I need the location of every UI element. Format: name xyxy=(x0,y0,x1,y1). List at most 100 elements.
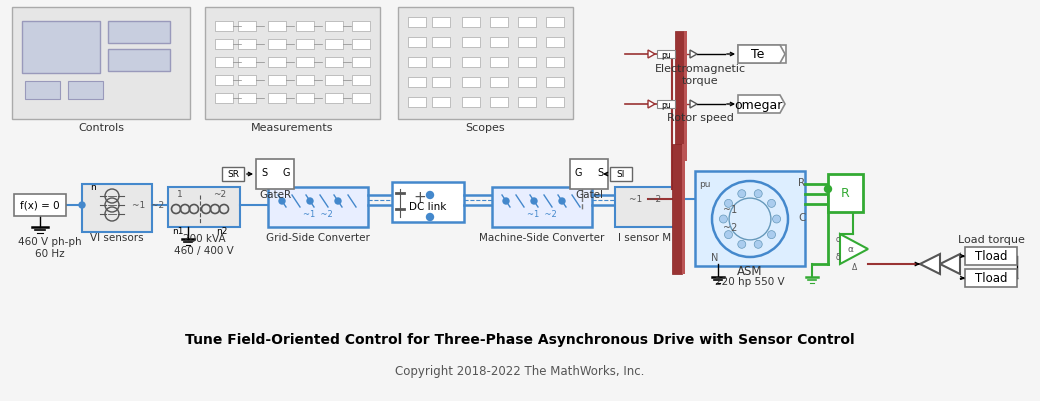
Text: ~1: ~1 xyxy=(723,205,737,215)
Bar xyxy=(324,76,343,86)
Text: Tune Field-Oriented Control for Three-Phase Asynchronous Drive with Sensor Contr: Tune Field-Oriented Control for Three-Ph… xyxy=(185,332,855,346)
Text: Electromagnetic
torque: Electromagnetic torque xyxy=(654,64,746,85)
Text: I sensor M: I sensor M xyxy=(619,233,672,242)
Bar xyxy=(432,58,450,68)
Text: ~2: ~2 xyxy=(213,190,227,199)
Bar xyxy=(462,98,480,108)
Polygon shape xyxy=(648,101,655,109)
Text: Δ: Δ xyxy=(853,263,858,272)
Bar xyxy=(675,32,684,162)
Bar xyxy=(14,194,66,217)
Bar xyxy=(490,38,508,48)
Bar xyxy=(965,269,1017,287)
Bar xyxy=(462,58,480,68)
Bar xyxy=(324,58,343,68)
Text: VI sensors: VI sensors xyxy=(90,233,144,242)
Bar xyxy=(296,40,314,50)
Circle shape xyxy=(768,200,776,208)
Polygon shape xyxy=(738,96,785,114)
Text: Tload: Tload xyxy=(974,250,1008,263)
Polygon shape xyxy=(690,101,697,109)
Bar xyxy=(268,22,286,32)
Bar xyxy=(462,78,480,88)
Bar xyxy=(68,82,103,100)
Circle shape xyxy=(737,241,746,249)
Bar xyxy=(432,98,450,108)
Circle shape xyxy=(825,186,832,193)
Bar xyxy=(490,18,508,28)
Bar xyxy=(518,98,536,108)
Text: ~1  ~2: ~1 ~2 xyxy=(303,210,333,219)
Text: N: N xyxy=(711,252,719,262)
Bar xyxy=(324,22,343,32)
Bar xyxy=(615,188,675,227)
Bar xyxy=(828,174,863,213)
Bar xyxy=(546,18,564,28)
Text: Rotor speed: Rotor speed xyxy=(667,113,733,123)
Text: R: R xyxy=(799,178,806,188)
Bar xyxy=(518,18,536,28)
Bar xyxy=(324,40,343,50)
Bar xyxy=(657,101,675,109)
Text: Te: Te xyxy=(751,49,764,61)
Bar xyxy=(518,78,536,88)
Circle shape xyxy=(307,198,313,205)
Bar xyxy=(12,8,190,120)
Bar xyxy=(268,40,286,50)
Bar xyxy=(546,58,564,68)
Text: ASM: ASM xyxy=(737,265,762,278)
Circle shape xyxy=(720,215,727,223)
Bar xyxy=(657,51,675,59)
Bar xyxy=(695,172,805,266)
Bar xyxy=(432,78,450,88)
Bar xyxy=(238,76,256,86)
Text: Copyright 2018-2022 The MathWorks, Inc.: Copyright 2018-2022 The MathWorks, Inc. xyxy=(395,365,645,378)
Text: Scopes: Scopes xyxy=(465,123,504,133)
Bar xyxy=(546,78,564,88)
Text: α: α xyxy=(847,245,853,254)
Circle shape xyxy=(279,198,285,205)
Bar xyxy=(238,58,256,68)
Circle shape xyxy=(754,241,762,249)
Bar xyxy=(238,94,256,104)
Text: GateI: GateI xyxy=(575,190,603,200)
Bar xyxy=(324,94,343,104)
Text: pu: pu xyxy=(661,51,671,59)
Text: pu: pu xyxy=(699,180,710,189)
Bar xyxy=(546,38,564,48)
Bar xyxy=(215,58,233,68)
Polygon shape xyxy=(738,46,785,64)
Bar xyxy=(518,58,536,68)
Bar xyxy=(238,22,256,32)
Bar xyxy=(682,145,685,274)
Circle shape xyxy=(560,198,565,205)
Polygon shape xyxy=(648,51,655,59)
Bar xyxy=(256,160,294,190)
Bar xyxy=(352,94,370,104)
Text: c: c xyxy=(836,235,840,244)
Text: n2: n2 xyxy=(216,227,228,236)
Text: pu: pu xyxy=(661,100,671,109)
Bar xyxy=(408,78,426,88)
Bar xyxy=(408,98,426,108)
Polygon shape xyxy=(840,235,868,264)
Circle shape xyxy=(426,214,434,221)
Text: ~1  ~2: ~1 ~2 xyxy=(132,201,164,210)
Bar xyxy=(462,18,480,28)
Bar xyxy=(965,247,1017,265)
Bar xyxy=(518,38,536,48)
Text: n: n xyxy=(90,183,96,192)
Bar xyxy=(432,38,450,48)
Bar xyxy=(490,98,508,108)
Bar xyxy=(296,58,314,68)
Bar xyxy=(222,168,244,182)
Text: δ: δ xyxy=(836,253,840,262)
Text: Tload: Tload xyxy=(974,272,1008,285)
Bar xyxy=(392,182,464,223)
Text: 220 hp 550 V: 220 hp 550 V xyxy=(716,276,785,286)
Text: R: R xyxy=(840,187,850,200)
Bar xyxy=(215,22,233,32)
Bar xyxy=(268,188,368,227)
Bar xyxy=(238,40,256,50)
Circle shape xyxy=(503,198,509,205)
